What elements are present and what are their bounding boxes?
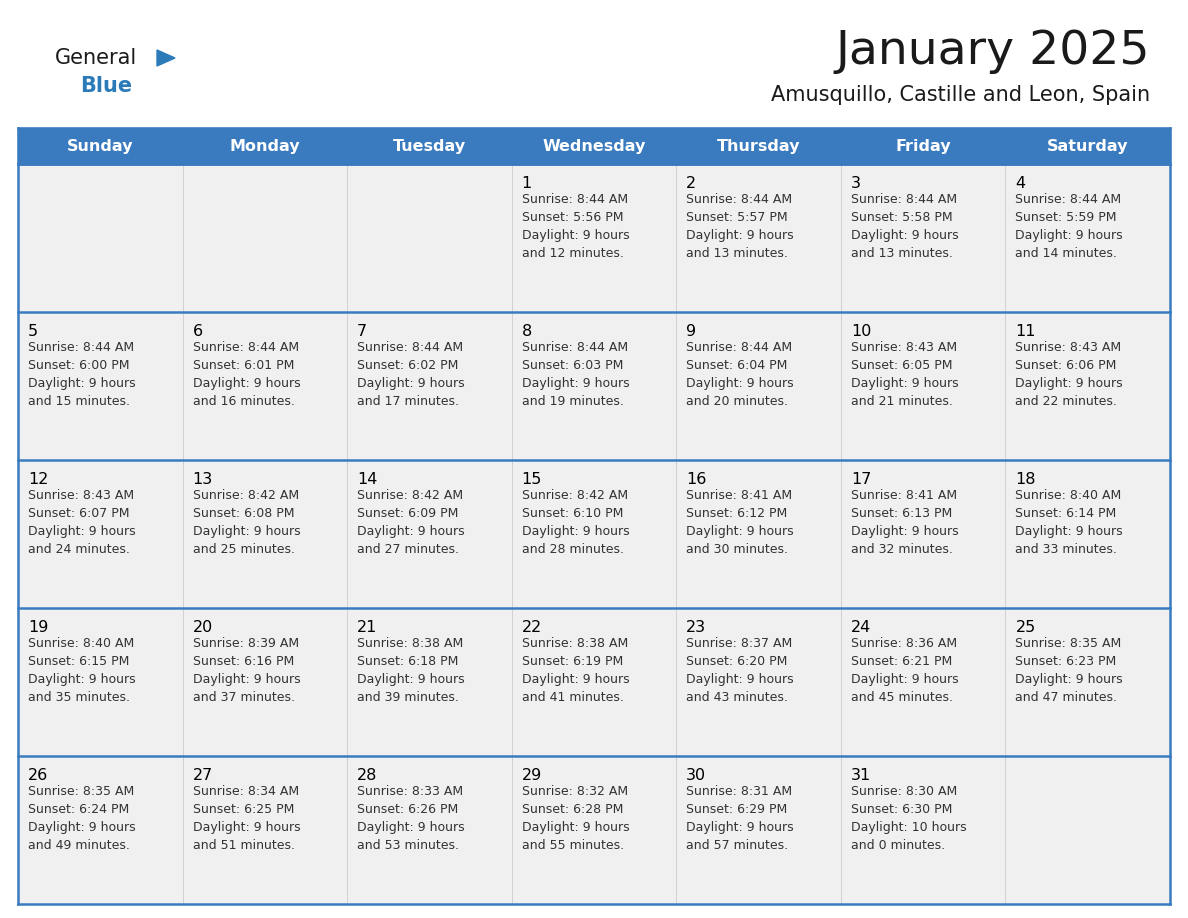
Text: Sunrise: 8:43 AM
Sunset: 6:05 PM
Daylight: 9 hours
and 21 minutes.: Sunrise: 8:43 AM Sunset: 6:05 PM Dayligh… — [851, 341, 959, 408]
Text: 5: 5 — [29, 324, 38, 339]
Text: 8: 8 — [522, 324, 532, 339]
Text: 28: 28 — [358, 768, 378, 783]
Text: 17: 17 — [851, 472, 871, 487]
Text: 14: 14 — [358, 472, 378, 487]
Text: 25: 25 — [1016, 620, 1036, 635]
Text: Monday: Monday — [229, 139, 301, 153]
Text: Sunrise: 8:40 AM
Sunset: 6:15 PM
Daylight: 9 hours
and 35 minutes.: Sunrise: 8:40 AM Sunset: 6:15 PM Dayligh… — [29, 637, 135, 704]
Text: Sunrise: 8:44 AM
Sunset: 5:58 PM
Daylight: 9 hours
and 13 minutes.: Sunrise: 8:44 AM Sunset: 5:58 PM Dayligh… — [851, 193, 959, 260]
Text: Sunrise: 8:42 AM
Sunset: 6:08 PM
Daylight: 9 hours
and 25 minutes.: Sunrise: 8:42 AM Sunset: 6:08 PM Dayligh… — [192, 489, 301, 556]
Text: 12: 12 — [29, 472, 49, 487]
Text: Sunrise: 8:41 AM
Sunset: 6:13 PM
Daylight: 9 hours
and 32 minutes.: Sunrise: 8:41 AM Sunset: 6:13 PM Dayligh… — [851, 489, 959, 556]
Text: Sunrise: 8:31 AM
Sunset: 6:29 PM
Daylight: 9 hours
and 57 minutes.: Sunrise: 8:31 AM Sunset: 6:29 PM Dayligh… — [687, 785, 794, 852]
Text: Sunrise: 8:44 AM
Sunset: 6:04 PM
Daylight: 9 hours
and 20 minutes.: Sunrise: 8:44 AM Sunset: 6:04 PM Dayligh… — [687, 341, 794, 408]
Text: Saturday: Saturday — [1047, 139, 1129, 153]
Text: Tuesday: Tuesday — [393, 139, 466, 153]
Text: 29: 29 — [522, 768, 542, 783]
Text: Sunrise: 8:42 AM
Sunset: 6:09 PM
Daylight: 9 hours
and 27 minutes.: Sunrise: 8:42 AM Sunset: 6:09 PM Dayligh… — [358, 489, 465, 556]
Text: 24: 24 — [851, 620, 871, 635]
Text: 31: 31 — [851, 768, 871, 783]
Text: 1: 1 — [522, 176, 532, 191]
Text: Sunrise: 8:44 AM
Sunset: 6:00 PM
Daylight: 9 hours
and 15 minutes.: Sunrise: 8:44 AM Sunset: 6:00 PM Dayligh… — [29, 341, 135, 408]
Text: Sunrise: 8:34 AM
Sunset: 6:25 PM
Daylight: 9 hours
and 51 minutes.: Sunrise: 8:34 AM Sunset: 6:25 PM Dayligh… — [192, 785, 301, 852]
Text: Sunday: Sunday — [67, 139, 133, 153]
Text: Sunrise: 8:44 AM
Sunset: 6:02 PM
Daylight: 9 hours
and 17 minutes.: Sunrise: 8:44 AM Sunset: 6:02 PM Dayligh… — [358, 341, 465, 408]
Text: 27: 27 — [192, 768, 213, 783]
Text: 22: 22 — [522, 620, 542, 635]
Text: Friday: Friday — [896, 139, 950, 153]
Text: General: General — [55, 48, 138, 68]
Text: Sunrise: 8:30 AM
Sunset: 6:30 PM
Daylight: 10 hours
and 0 minutes.: Sunrise: 8:30 AM Sunset: 6:30 PM Dayligh… — [851, 785, 967, 852]
Text: Blue: Blue — [80, 76, 132, 96]
Text: Sunrise: 8:41 AM
Sunset: 6:12 PM
Daylight: 9 hours
and 30 minutes.: Sunrise: 8:41 AM Sunset: 6:12 PM Dayligh… — [687, 489, 794, 556]
Text: Sunrise: 8:42 AM
Sunset: 6:10 PM
Daylight: 9 hours
and 28 minutes.: Sunrise: 8:42 AM Sunset: 6:10 PM Dayligh… — [522, 489, 630, 556]
Polygon shape — [157, 50, 175, 66]
Text: Sunrise: 8:44 AM
Sunset: 5:59 PM
Daylight: 9 hours
and 14 minutes.: Sunrise: 8:44 AM Sunset: 5:59 PM Dayligh… — [1016, 193, 1123, 260]
Text: 15: 15 — [522, 472, 542, 487]
Text: Sunrise: 8:38 AM
Sunset: 6:19 PM
Daylight: 9 hours
and 41 minutes.: Sunrise: 8:38 AM Sunset: 6:19 PM Dayligh… — [522, 637, 630, 704]
Text: January 2025: January 2025 — [835, 29, 1150, 74]
Text: Sunrise: 8:44 AM
Sunset: 6:03 PM
Daylight: 9 hours
and 19 minutes.: Sunrise: 8:44 AM Sunset: 6:03 PM Dayligh… — [522, 341, 630, 408]
Text: Sunrise: 8:40 AM
Sunset: 6:14 PM
Daylight: 9 hours
and 33 minutes.: Sunrise: 8:40 AM Sunset: 6:14 PM Dayligh… — [1016, 489, 1123, 556]
Text: Sunrise: 8:35 AM
Sunset: 6:24 PM
Daylight: 9 hours
and 49 minutes.: Sunrise: 8:35 AM Sunset: 6:24 PM Dayligh… — [29, 785, 135, 852]
Text: Sunrise: 8:44 AM
Sunset: 6:01 PM
Daylight: 9 hours
and 16 minutes.: Sunrise: 8:44 AM Sunset: 6:01 PM Dayligh… — [192, 341, 301, 408]
Text: 2: 2 — [687, 176, 696, 191]
Text: 4: 4 — [1016, 176, 1025, 191]
Text: 13: 13 — [192, 472, 213, 487]
Text: 23: 23 — [687, 620, 707, 635]
Text: 9: 9 — [687, 324, 696, 339]
Text: 11: 11 — [1016, 324, 1036, 339]
Text: 16: 16 — [687, 472, 707, 487]
Text: Sunrise: 8:44 AM
Sunset: 5:57 PM
Daylight: 9 hours
and 13 minutes.: Sunrise: 8:44 AM Sunset: 5:57 PM Dayligh… — [687, 193, 794, 260]
Text: Sunrise: 8:44 AM
Sunset: 5:56 PM
Daylight: 9 hours
and 12 minutes.: Sunrise: 8:44 AM Sunset: 5:56 PM Dayligh… — [522, 193, 630, 260]
Text: 21: 21 — [358, 620, 378, 635]
Text: Sunrise: 8:39 AM
Sunset: 6:16 PM
Daylight: 9 hours
and 37 minutes.: Sunrise: 8:39 AM Sunset: 6:16 PM Dayligh… — [192, 637, 301, 704]
Text: Thursday: Thursday — [716, 139, 801, 153]
Text: Sunrise: 8:32 AM
Sunset: 6:28 PM
Daylight: 9 hours
and 55 minutes.: Sunrise: 8:32 AM Sunset: 6:28 PM Dayligh… — [522, 785, 630, 852]
Text: Sunrise: 8:43 AM
Sunset: 6:07 PM
Daylight: 9 hours
and 24 minutes.: Sunrise: 8:43 AM Sunset: 6:07 PM Dayligh… — [29, 489, 135, 556]
Text: Sunrise: 8:37 AM
Sunset: 6:20 PM
Daylight: 9 hours
and 43 minutes.: Sunrise: 8:37 AM Sunset: 6:20 PM Dayligh… — [687, 637, 794, 704]
Text: 18: 18 — [1016, 472, 1036, 487]
Text: 10: 10 — [851, 324, 871, 339]
Text: Sunrise: 8:33 AM
Sunset: 6:26 PM
Daylight: 9 hours
and 53 minutes.: Sunrise: 8:33 AM Sunset: 6:26 PM Dayligh… — [358, 785, 465, 852]
Bar — [18, 128, 1170, 164]
Text: 3: 3 — [851, 176, 861, 191]
Bar — [18, 128, 1170, 904]
Text: Sunrise: 8:43 AM
Sunset: 6:06 PM
Daylight: 9 hours
and 22 minutes.: Sunrise: 8:43 AM Sunset: 6:06 PM Dayligh… — [1016, 341, 1123, 408]
Text: 6: 6 — [192, 324, 203, 339]
Text: 30: 30 — [687, 768, 707, 783]
Text: Sunrise: 8:38 AM
Sunset: 6:18 PM
Daylight: 9 hours
and 39 minutes.: Sunrise: 8:38 AM Sunset: 6:18 PM Dayligh… — [358, 637, 465, 704]
Text: Wednesday: Wednesday — [542, 139, 646, 153]
Text: 19: 19 — [29, 620, 49, 635]
Text: 20: 20 — [192, 620, 213, 635]
Text: 26: 26 — [29, 768, 49, 783]
Text: Sunrise: 8:36 AM
Sunset: 6:21 PM
Daylight: 9 hours
and 45 minutes.: Sunrise: 8:36 AM Sunset: 6:21 PM Dayligh… — [851, 637, 959, 704]
Text: 7: 7 — [358, 324, 367, 339]
Text: Amusquillo, Castille and Leon, Spain: Amusquillo, Castille and Leon, Spain — [771, 85, 1150, 105]
Text: Sunrise: 8:35 AM
Sunset: 6:23 PM
Daylight: 9 hours
and 47 minutes.: Sunrise: 8:35 AM Sunset: 6:23 PM Dayligh… — [1016, 637, 1123, 704]
